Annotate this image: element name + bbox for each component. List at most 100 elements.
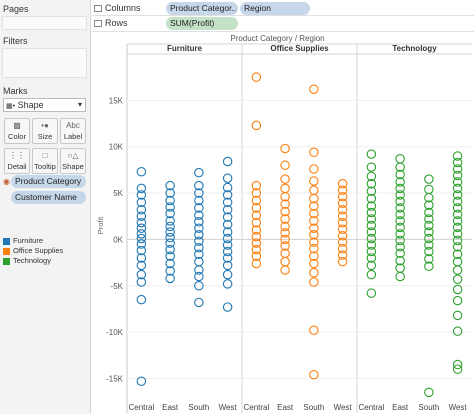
data-point	[251, 188, 262, 198]
data-point	[366, 201, 377, 211]
columns-shelf-label: Columns	[94, 3, 141, 13]
data-point	[309, 84, 319, 94]
data-point	[194, 249, 204, 259]
data-point	[337, 192, 348, 202]
data-point	[452, 203, 463, 213]
data-point	[337, 211, 348, 221]
data-point	[251, 258, 262, 269]
rows-icon	[94, 20, 102, 28]
legend-item-office-supplies[interactable]: Office Supplies	[3, 246, 63, 256]
data-point	[136, 294, 147, 305]
data-point	[222, 197, 233, 208]
pages-drop-area[interactable]	[2, 16, 87, 30]
x-tick-label: East	[392, 403, 409, 412]
data-point	[280, 143, 290, 154]
data-point	[194, 217, 204, 227]
y-tick-label: -5K	[111, 282, 124, 291]
data-point	[222, 302, 233, 312]
data-point	[366, 269, 377, 280]
legend-label: Technology	[13, 256, 51, 265]
detail-button[interactable]: ⋮⋮ Detail	[4, 148, 30, 174]
data-point	[424, 261, 434, 272]
data-point	[395, 203, 405, 213]
mark-field-customer-name[interactable]: Customer Name	[11, 191, 86, 204]
data-point	[337, 237, 348, 247]
data-point	[136, 233, 147, 244]
color-button-label: Color	[8, 132, 26, 141]
data-point	[395, 196, 405, 207]
data-point	[309, 237, 319, 247]
color-button[interactable]: ▩ Color	[4, 118, 30, 144]
legend-item-furniture[interactable]: Furniture	[3, 236, 43, 246]
mark-field-product-category[interactable]: Product Category	[11, 175, 86, 188]
data-point	[251, 238, 262, 248]
rows-label-text: Rows	[105, 18, 128, 28]
legend-item-technology[interactable]: Technology	[3, 256, 51, 266]
data-point	[309, 243, 319, 254]
data-point	[194, 271, 204, 282]
rows-pill-sum-profit[interactable]: SUM(Profit)	[166, 17, 238, 30]
data-point	[165, 216, 175, 226]
pages-card: Pages	[0, 0, 89, 30]
data-point	[452, 196, 463, 207]
mark-type-dropdown[interactable]: ▦• Shape ▾	[3, 98, 86, 112]
data-point	[251, 251, 262, 261]
data-point	[194, 242, 204, 253]
data-point	[366, 220, 377, 231]
data-point	[452, 249, 463, 259]
shape-button[interactable]: ○△ Shape	[60, 148, 86, 174]
data-point	[395, 209, 405, 220]
data-point	[337, 217, 348, 228]
x-tick-label: South	[188, 403, 209, 412]
columns-pill-product-category[interactable]: Product Categor..	[166, 2, 238, 15]
size-icon: •●	[41, 121, 49, 130]
shape-button-label: Shape	[62, 162, 84, 171]
data-point	[424, 207, 434, 218]
data-point	[366, 162, 377, 172]
shelf-divider	[92, 31, 474, 32]
y-tick-label: -10K	[106, 328, 124, 337]
data-point	[222, 279, 233, 289]
data-point	[452, 216, 463, 226]
data-point	[194, 223, 204, 234]
data-point	[222, 253, 233, 263]
data-point	[424, 214, 434, 224]
data-point	[165, 232, 175, 243]
data-point	[280, 256, 290, 267]
shelf-divider	[92, 15, 474, 16]
size-button[interactable]: •● Size	[32, 118, 58, 144]
x-tick-label: Central	[358, 403, 384, 412]
tooltip-button[interactable]: □ Tooltip	[32, 148, 58, 174]
data-point	[424, 254, 434, 264]
data-point	[194, 203, 204, 213]
data-point	[395, 235, 405, 246]
columns-pill-region[interactable]: Region	[240, 2, 310, 15]
filters-drop-area[interactable]	[2, 48, 87, 78]
data-point	[136, 183, 147, 194]
data-point	[309, 268, 319, 278]
data-point	[280, 214, 290, 224]
data-point	[165, 202, 175, 212]
data-point	[165, 266, 175, 276]
data-point	[337, 224, 348, 234]
data-point	[452, 274, 463, 285]
data-point	[136, 217, 147, 228]
data-point	[366, 214, 377, 224]
data-point	[194, 180, 204, 191]
data-point	[424, 184, 434, 195]
data-point	[452, 209, 463, 220]
data-point	[366, 253, 377, 263]
data-point	[136, 269, 147, 280]
data-point	[395, 169, 405, 180]
data-point	[452, 242, 463, 252]
left-sidebar: Pages Filters Marks ▦• Shape ▾ ▩ Color •…	[0, 0, 91, 414]
tooltip-icon: □	[42, 151, 48, 160]
data-point	[395, 242, 405, 252]
data-point	[165, 244, 175, 255]
data-point	[280, 192, 290, 202]
data-point	[366, 171, 377, 182]
label-button[interactable]: Abc Label	[60, 118, 86, 144]
x-tick-label: Central	[128, 403, 154, 412]
detail-button-label: Detail	[7, 162, 27, 171]
data-point	[366, 240, 377, 250]
